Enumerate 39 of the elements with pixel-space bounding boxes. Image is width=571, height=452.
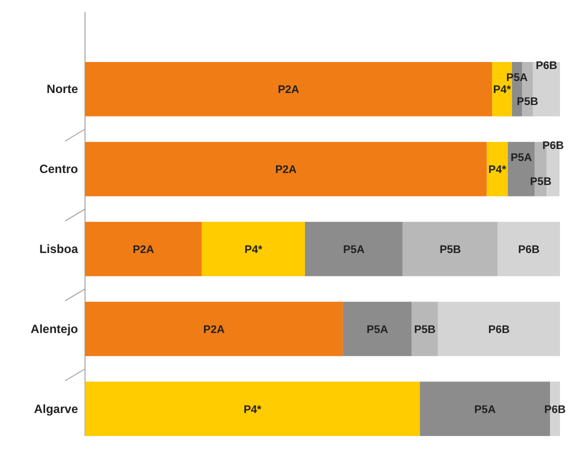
y-tick-label: Centro (39, 162, 78, 176)
bar (402, 222, 498, 276)
bar (85, 222, 202, 276)
bar (85, 302, 343, 356)
bar (342, 302, 412, 356)
text: P2A (275, 164, 297, 176)
text: P5A (474, 404, 496, 416)
bar (438, 302, 560, 356)
bar (498, 222, 560, 276)
text: P2A (278, 84, 300, 96)
text: P4* (488, 164, 506, 176)
y-tick-label: Algarve (34, 402, 78, 416)
text: P5A (343, 244, 365, 256)
series-label: P2A (203, 324, 225, 336)
y-tick-label: Norte (46, 82, 78, 96)
bar (412, 302, 438, 356)
text: P4* (244, 244, 262, 256)
bar (486, 142, 508, 196)
text: P5B (530, 176, 552, 188)
text: P5B (440, 244, 461, 256)
text: P5B (516, 96, 538, 108)
series-label: P4* (493, 84, 512, 96)
text: P6B (544, 404, 566, 416)
series-label: P6B (536, 60, 558, 72)
bar (202, 222, 305, 276)
bar (85, 142, 487, 196)
bar (85, 382, 420, 436)
text: P5A (366, 324, 388, 336)
series-label: P5B (414, 324, 436, 336)
text: P2A (132, 244, 154, 256)
y-tick-label: Lisboa (39, 242, 78, 256)
y-tick-label: Alentejo (30, 322, 78, 336)
bar (304, 222, 403, 276)
text: P6B (488, 324, 510, 336)
text: P6B (518, 244, 540, 256)
bar (85, 62, 492, 116)
series-label: P5A (510, 152, 532, 164)
text: P4* (244, 404, 262, 416)
text: P6B (542, 140, 564, 152)
